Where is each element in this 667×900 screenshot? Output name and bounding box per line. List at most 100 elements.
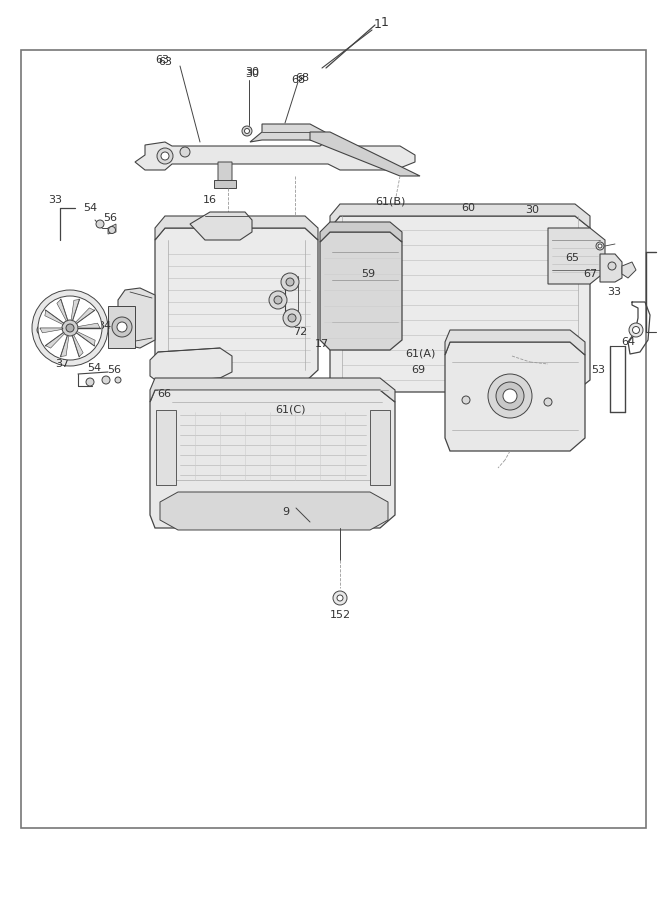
Polygon shape [108, 306, 135, 348]
Circle shape [333, 591, 347, 605]
Text: 61(A): 61(A) [405, 349, 435, 359]
Text: 1: 1 [381, 15, 389, 29]
Circle shape [109, 227, 115, 233]
Polygon shape [600, 254, 622, 282]
Polygon shape [320, 222, 402, 242]
Polygon shape [75, 308, 94, 323]
Circle shape [288, 314, 296, 322]
Polygon shape [190, 212, 252, 240]
Text: 56: 56 [107, 365, 121, 375]
Text: 33: 33 [48, 195, 62, 205]
Circle shape [180, 147, 190, 157]
Circle shape [38, 296, 102, 360]
Circle shape [598, 244, 602, 248]
Circle shape [157, 148, 173, 164]
Polygon shape [320, 232, 402, 350]
Circle shape [629, 323, 643, 337]
Bar [21, 50, 646, 828]
Polygon shape [155, 228, 318, 382]
Text: 17: 17 [315, 339, 329, 349]
Polygon shape [330, 216, 590, 392]
Text: 66: 66 [157, 389, 171, 399]
Text: 60: 60 [461, 203, 475, 213]
Text: 65: 65 [565, 253, 579, 263]
Polygon shape [46, 333, 65, 348]
Polygon shape [370, 410, 390, 485]
Text: 30: 30 [525, 205, 539, 215]
Polygon shape [155, 216, 318, 240]
Circle shape [117, 322, 127, 332]
Text: 54: 54 [83, 203, 97, 213]
Text: 68: 68 [295, 73, 309, 83]
Text: 54: 54 [87, 363, 101, 373]
Circle shape [283, 309, 301, 327]
Text: 1: 1 [374, 19, 382, 32]
Polygon shape [150, 348, 232, 382]
Polygon shape [135, 140, 415, 170]
Circle shape [337, 595, 343, 601]
Text: 152: 152 [329, 610, 351, 620]
Circle shape [632, 327, 640, 334]
Polygon shape [57, 300, 67, 321]
Text: 61(C): 61(C) [275, 405, 305, 415]
Circle shape [269, 291, 287, 309]
Circle shape [462, 396, 470, 404]
Text: 16: 16 [203, 195, 217, 205]
Polygon shape [108, 224, 116, 234]
Polygon shape [78, 323, 100, 328]
Text: 63: 63 [155, 55, 169, 65]
Circle shape [281, 273, 299, 291]
Polygon shape [156, 410, 176, 485]
Text: 9: 9 [282, 507, 289, 517]
Circle shape [112, 317, 132, 337]
Circle shape [488, 374, 532, 418]
Circle shape [544, 398, 552, 406]
Circle shape [115, 377, 121, 383]
Polygon shape [218, 162, 232, 185]
Text: 31: 31 [67, 321, 81, 331]
Text: 32: 32 [49, 317, 63, 327]
Polygon shape [45, 310, 63, 325]
Text: 63: 63 [158, 57, 172, 67]
Circle shape [286, 278, 294, 286]
Text: 61(B): 61(B) [375, 197, 405, 207]
Polygon shape [61, 336, 69, 356]
Text: 37: 37 [55, 359, 69, 369]
Text: 34: 34 [97, 321, 111, 331]
Polygon shape [118, 288, 155, 348]
Circle shape [66, 324, 74, 332]
Text: 53: 53 [591, 365, 605, 375]
Text: 72: 72 [293, 327, 307, 337]
Polygon shape [445, 330, 585, 355]
Polygon shape [310, 132, 420, 176]
Polygon shape [73, 335, 83, 356]
Text: 33: 33 [607, 287, 621, 297]
Text: 59: 59 [361, 269, 375, 279]
Text: 30: 30 [245, 67, 259, 77]
Circle shape [245, 129, 249, 133]
Circle shape [608, 262, 616, 270]
Polygon shape [548, 228, 605, 284]
Polygon shape [622, 262, 636, 278]
Text: 56: 56 [103, 213, 117, 223]
Polygon shape [150, 378, 395, 402]
Polygon shape [330, 204, 590, 228]
Circle shape [96, 220, 104, 228]
Polygon shape [160, 492, 388, 530]
Text: 69: 69 [411, 365, 425, 375]
Text: 67: 67 [583, 269, 597, 279]
Circle shape [102, 376, 110, 384]
Text: 30: 30 [245, 69, 259, 79]
Polygon shape [40, 328, 62, 333]
Circle shape [596, 242, 604, 250]
Text: 68: 68 [291, 75, 305, 85]
Circle shape [40, 328, 44, 332]
Circle shape [496, 382, 524, 410]
Circle shape [32, 290, 108, 366]
Circle shape [242, 126, 252, 136]
Circle shape [86, 378, 94, 386]
Polygon shape [150, 390, 395, 528]
Circle shape [161, 152, 169, 160]
Circle shape [503, 389, 517, 403]
Polygon shape [71, 300, 79, 320]
